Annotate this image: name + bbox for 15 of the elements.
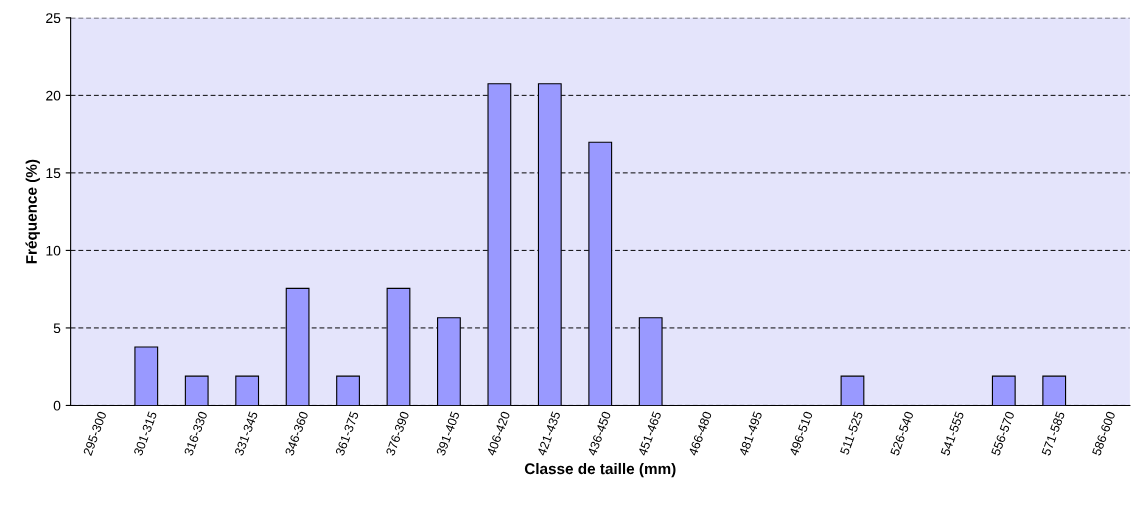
bar xyxy=(336,375,360,406)
bar xyxy=(184,375,209,406)
bar xyxy=(235,375,260,406)
y-tick-label: 20 xyxy=(46,90,61,101)
bar xyxy=(134,346,159,406)
bar xyxy=(1042,375,1067,406)
y-axis-title: Fréquence (%) xyxy=(25,159,40,264)
y-tick-label: 25 xyxy=(46,13,61,24)
bar xyxy=(840,375,865,406)
y-tick-label: 0 xyxy=(53,400,61,411)
y-tick-label: 10 xyxy=(46,245,61,256)
bar xyxy=(991,375,1016,406)
y-tick-label: 15 xyxy=(46,168,61,179)
x-axis-title: Classe de taille (mm) xyxy=(524,462,676,478)
y-tick-label: 5 xyxy=(53,323,61,334)
